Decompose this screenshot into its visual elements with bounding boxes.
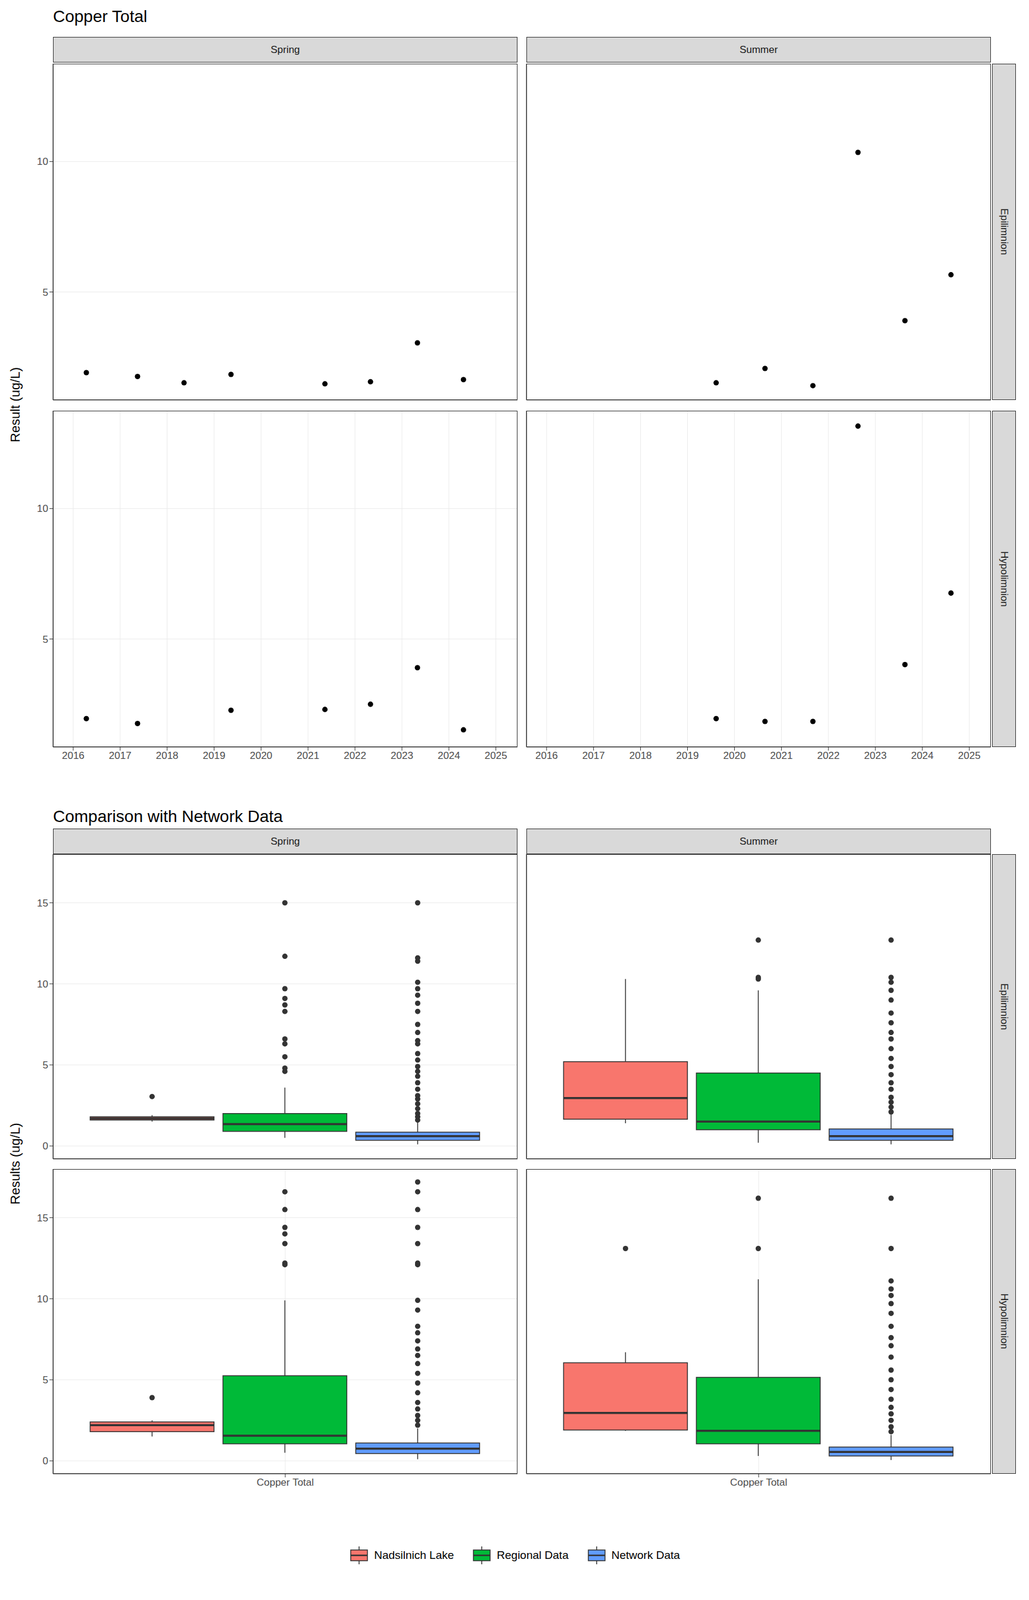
html-text:Hypolimnion: Hypolimnion: [998, 551, 1010, 607]
svg-text:5: 5: [42, 1059, 49, 1072]
svg-text:2023: 2023: [864, 750, 887, 762]
svg-text:0: 0: [42, 1140, 49, 1153]
svg-text:2020: 2020: [722, 750, 746, 762]
html-text:Result (ug/L): Result (ug/L): [7, 367, 23, 443]
html-text:Hypolimnion: Hypolimnion: [998, 1294, 1010, 1350]
svg-text:10: 10: [36, 503, 49, 515]
html-text:Spring: Spring: [270, 43, 300, 56]
svg-text:2019: 2019: [203, 750, 226, 762]
svg-text:2017: 2017: [108, 750, 132, 762]
svg-text:10: 10: [36, 156, 49, 168]
svg-text:15: 15: [36, 897, 49, 910]
html-text:Spring: Spring: [270, 835, 300, 848]
svg-text:Copper Total: Copper Total: [730, 1477, 788, 1489]
svg-text:10: 10: [36, 1293, 49, 1306]
svg-text:2022: 2022: [817, 750, 840, 762]
html-text:Summer: Summer: [739, 43, 778, 56]
svg-text:15: 15: [36, 1213, 49, 1225]
html-text:Copper Total: Copper Total: [52, 7, 148, 26]
html-text:Nadsilnich Lake: Nadsilnich Lake: [374, 1549, 454, 1562]
html-text:Summer: Summer: [739, 835, 778, 848]
svg-text:2017: 2017: [582, 750, 606, 762]
svg-text:5: 5: [42, 634, 49, 646]
svg-text:2024: 2024: [911, 750, 934, 762]
svg-text:Copper Total: Copper Total: [256, 1477, 314, 1489]
svg-text:2022: 2022: [343, 750, 367, 762]
svg-text:2020: 2020: [249, 750, 273, 762]
svg-text:2018: 2018: [629, 750, 653, 762]
svg-text:2019: 2019: [676, 750, 700, 762]
svg-text:2023: 2023: [390, 750, 414, 762]
svg-text:2021: 2021: [296, 750, 320, 762]
html-text:Results (ug/L): Results (ug/L): [7, 1123, 23, 1205]
svg-text:10: 10: [36, 978, 49, 991]
svg-text:0: 0: [42, 1455, 49, 1468]
svg-text:2021: 2021: [769, 750, 793, 762]
html-text:Epilimnion: Epilimnion: [998, 983, 1010, 1031]
svg-text:5: 5: [42, 287, 49, 299]
svg-text:2016: 2016: [61, 750, 85, 762]
svg-text:2025: 2025: [484, 750, 508, 762]
html-text:Network Data: Network Data: [611, 1549, 680, 1562]
svg-text:2016: 2016: [535, 750, 558, 762]
svg-text:2018: 2018: [156, 750, 179, 762]
html-text:Regional Data: Regional Data: [496, 1549, 569, 1562]
svg-text:5: 5: [42, 1374, 49, 1387]
html-text:Epilimnion: Epilimnion: [998, 208, 1010, 256]
html-text:Comparison with Network Data: Comparison with Network Data: [52, 807, 283, 826]
svg-text:2025: 2025: [958, 750, 981, 762]
svg-text:2024: 2024: [437, 750, 461, 762]
